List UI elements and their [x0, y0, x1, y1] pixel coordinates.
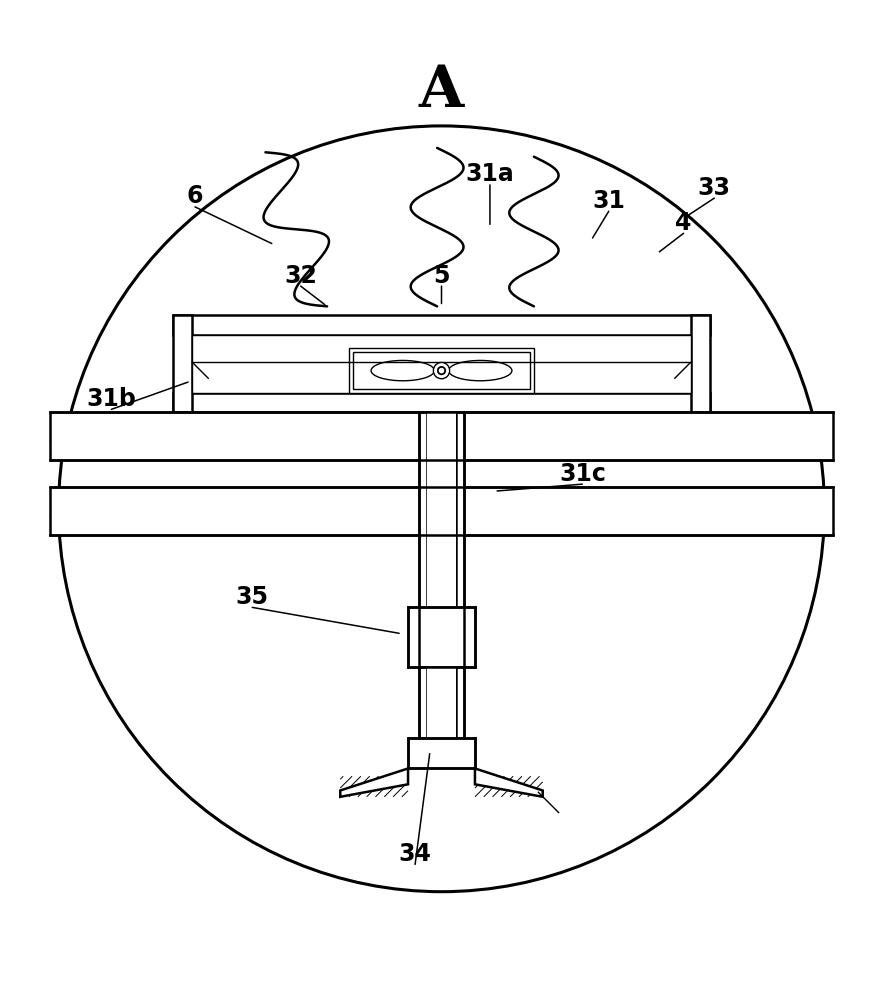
Text: 31b: 31b [87, 387, 136, 411]
Text: 4: 4 [675, 211, 691, 235]
Bar [419, 667, 427, 738]
Circle shape [58, 126, 825, 892]
Text: 32: 32 [284, 264, 317, 288]
Text: 35: 35 [236, 585, 268, 609]
Text: 31: 31 [592, 189, 625, 213]
Bar [173, 315, 192, 412]
Bar [408, 607, 475, 667]
Bar [173, 315, 710, 335]
Bar [173, 393, 710, 412]
Bar [353, 352, 530, 389]
Circle shape [438, 367, 445, 374]
Bar [192, 335, 691, 393]
Text: A: A [419, 63, 464, 119]
Text: 34: 34 [398, 842, 432, 866]
Text: 6: 6 [187, 184, 203, 208]
Bar [427, 412, 456, 667]
Bar [419, 412, 427, 667]
Text: 33: 33 [698, 176, 731, 200]
Bar [456, 667, 464, 738]
Bar [49, 412, 834, 460]
Polygon shape [340, 768, 408, 797]
Bar [427, 667, 456, 738]
Bar [456, 412, 464, 667]
Bar [408, 738, 475, 768]
Bar [49, 487, 834, 535]
Bar [691, 315, 710, 412]
Bar [349, 348, 534, 393]
Text: 31a: 31a [465, 162, 514, 186]
Polygon shape [475, 768, 543, 797]
Text: 31c: 31c [559, 462, 606, 486]
Circle shape [434, 362, 449, 379]
Text: 5: 5 [434, 264, 449, 288]
